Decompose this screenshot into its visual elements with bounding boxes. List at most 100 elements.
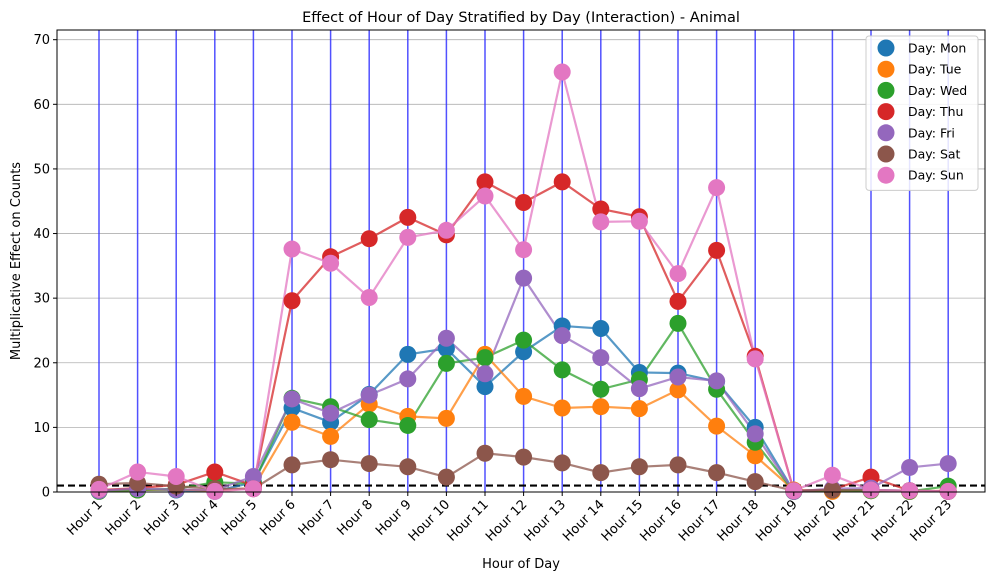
data-point: [360, 386, 378, 404]
y-tick-label: 60: [33, 98, 50, 113]
data-point: [515, 194, 533, 212]
data-point: [746, 350, 764, 368]
data-point: [592, 398, 610, 416]
data-point: [592, 349, 610, 367]
grid-lines: [57, 39, 985, 493]
y-axis-label: Multiplicative Effect on Counts: [9, 162, 24, 360]
x-tick-label: Hour 3: [142, 497, 184, 539]
data-point: [515, 387, 533, 405]
x-tick-label: Hour 15: [599, 497, 646, 544]
data-point: [669, 265, 687, 283]
data-point: [708, 417, 726, 435]
legend-label: Day: Thu: [908, 104, 963, 119]
data-point: [437, 409, 455, 427]
x-tick-label: Hour 16: [637, 497, 684, 544]
x-tick-label: Hour 23: [908, 497, 955, 544]
data-point: [322, 451, 340, 469]
data-point: [167, 467, 185, 485]
data-point: [553, 454, 571, 472]
data-point: [939, 455, 957, 473]
legend-marker: [877, 81, 895, 99]
x-tick-label: Hour 18: [715, 497, 762, 544]
data-point: [823, 481, 841, 499]
legend-marker: [877, 124, 895, 142]
data-point: [746, 447, 764, 465]
data-point: [630, 458, 648, 476]
data-point: [708, 372, 726, 390]
x-tick-label: Hour 20: [792, 497, 839, 544]
x-tick-label: Hour 19: [753, 497, 800, 544]
data-point: [437, 468, 455, 486]
data-point: [244, 480, 262, 498]
data-point: [901, 482, 919, 500]
plot-frame: [56, 29, 986, 493]
data-point: [399, 370, 417, 388]
data-point: [669, 381, 687, 399]
data-point: [476, 444, 494, 462]
x-axis-label: Hour of Day: [482, 557, 560, 572]
data-point: [553, 63, 571, 81]
legend-marker: [877, 60, 895, 78]
data-point: [708, 179, 726, 197]
data-point: [90, 480, 108, 498]
y-tick-label: 30: [33, 292, 50, 307]
x-tick-label: Hour 5: [219, 497, 261, 539]
data-point: [630, 212, 648, 230]
data-point: [360, 455, 378, 473]
legend-label: Day: Sat: [908, 147, 961, 162]
data-point: [283, 456, 301, 474]
legend-label: Day: Sun: [908, 168, 964, 183]
data-point: [708, 464, 726, 482]
y-tick-label: 50: [33, 162, 50, 177]
x-tick-label: Hour 4: [180, 497, 222, 539]
data-point: [669, 456, 687, 474]
data-point: [399, 458, 417, 476]
data-point: [399, 345, 417, 363]
data-point: [746, 425, 764, 443]
data-point: [476, 378, 494, 396]
x-tick-label: Hour 2: [103, 497, 145, 539]
data-point: [515, 331, 533, 349]
data-point: [360, 289, 378, 307]
x-tick-label: Hour 11: [444, 497, 491, 544]
y-tick-label: 40: [33, 227, 50, 242]
data-point: [515, 343, 533, 361]
data-point: [669, 292, 687, 310]
data-point: [515, 448, 533, 466]
data-point: [244, 467, 262, 485]
x-tick-label: Hour 7: [296, 497, 338, 539]
legend-marker: [877, 166, 895, 184]
legend-label: Day: Fri: [908, 125, 955, 140]
y-tick-label: 20: [33, 356, 50, 371]
data-point: [476, 365, 494, 383]
data-point: [553, 399, 571, 417]
x-tick-label: Hour 17: [676, 497, 723, 544]
x-tick-label: Hour 14: [560, 497, 607, 544]
data-point: [206, 463, 224, 481]
data-point: [553, 361, 571, 379]
data-point: [669, 314, 687, 332]
y-tick-label: 10: [33, 421, 50, 436]
data-point: [360, 230, 378, 248]
x-tick-label: Hour 13: [522, 497, 569, 544]
data-point: [437, 329, 455, 347]
x-tick-label: Hour 6: [257, 497, 299, 539]
legend-label: Day: Mon: [908, 41, 966, 56]
y-axis-ticks: 0 10 20 30 40 50 60 70: [33, 33, 57, 501]
x-tick-label: Hour 1: [64, 497, 106, 539]
data-point: [476, 187, 494, 205]
data-point: [630, 380, 648, 398]
data-point: [322, 254, 340, 272]
data-point: [939, 482, 957, 500]
x-tick-label: Hour 22: [869, 497, 916, 544]
data-point: [862, 481, 880, 499]
legend-marker: [877, 103, 895, 121]
x-tick-label: Hour 12: [483, 497, 530, 544]
data-point: [823, 466, 841, 484]
data-point: [592, 320, 610, 338]
x-tick-label: Hour 21: [830, 497, 877, 544]
data-point: [630, 400, 648, 418]
data-point: [592, 213, 610, 231]
